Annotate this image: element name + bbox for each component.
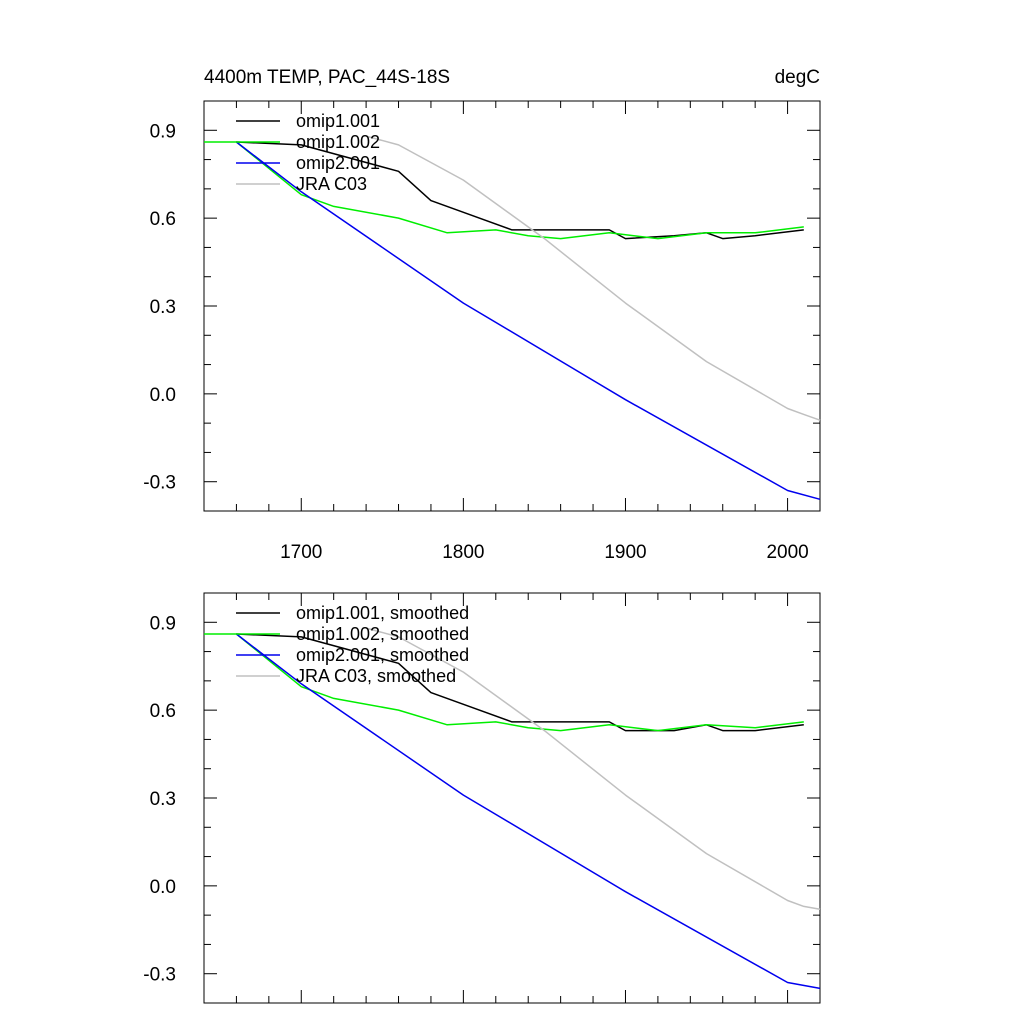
plot-area: 0.9 0.6 0.3 0.0 -0.3 1700 1800 1900 2000 omip1.00… — [143, 100, 821, 563]
legend-label: JRA C03, smoothed — [296, 666, 456, 686]
x-tick-label: 2000 — [766, 542, 808, 563]
units-label: degC — [775, 67, 820, 88]
y-tick-label: 0.9 — [150, 613, 176, 634]
y-tick-label: 0.3 — [150, 297, 176, 318]
plot-area: 0.9 0.6 0.3 0.0 -0.3 omip1.001, smoothedomip1… — [143, 592, 821, 1004]
chart-panel-bottom: 0.9 0.6 0.3 0.0 -0.3 omip1.001, smoothedomip1… — [143, 592, 821, 1004]
y-tick-label: 0.0 — [150, 385, 176, 406]
legend-label: omip2.001, smoothed — [296, 645, 469, 665]
legend-label: omip1.001, smoothed — [296, 603, 469, 623]
x-tick-label: 1900 — [604, 542, 646, 563]
y-tick-label: 0.6 — [150, 701, 176, 722]
series-line-omip2-001 — [235, 141, 821, 501]
x-tick-label: 1700 — [280, 542, 322, 563]
y-tick-label: -0.3 — [143, 965, 176, 986]
legend-label: omip1.002, smoothed — [296, 624, 469, 644]
y-tick-label: 0.0 — [150, 877, 176, 898]
y-tick-label: 0.9 — [150, 121, 176, 142]
series-line-omip1-002 — [204, 141, 804, 240]
chart-panel-top: 4400m TEMP, PAC_44S-18S degC 0.90.60.30.… — [143, 67, 821, 563]
y-tick-label: -0.3 — [143, 473, 176, 494]
x-tick-label: 1800 — [442, 542, 484, 563]
legend-label: omip2.001 — [296, 153, 380, 173]
series-line-omip1-002 — [204, 633, 804, 732]
y-tick-label: 0.3 — [150, 789, 176, 810]
series-line-omip1-001 — [236, 633, 804, 732]
series-line-omip2-001 — [235, 633, 821, 990]
y-tick-label: 0.6 — [150, 209, 176, 230]
legend-label: omip1.001 — [296, 111, 380, 131]
series-line-jra-c03 — [365, 627, 821, 911]
legend-label: JRA C03 — [296, 174, 367, 194]
legend-label: omip1.002 — [296, 132, 380, 152]
chart-title: 4400m TEMP, PAC_44S-18S — [204, 67, 450, 88]
series-line-omip1-001 — [236, 141, 804, 240]
series-line-jra-c03 — [365, 135, 821, 421]
